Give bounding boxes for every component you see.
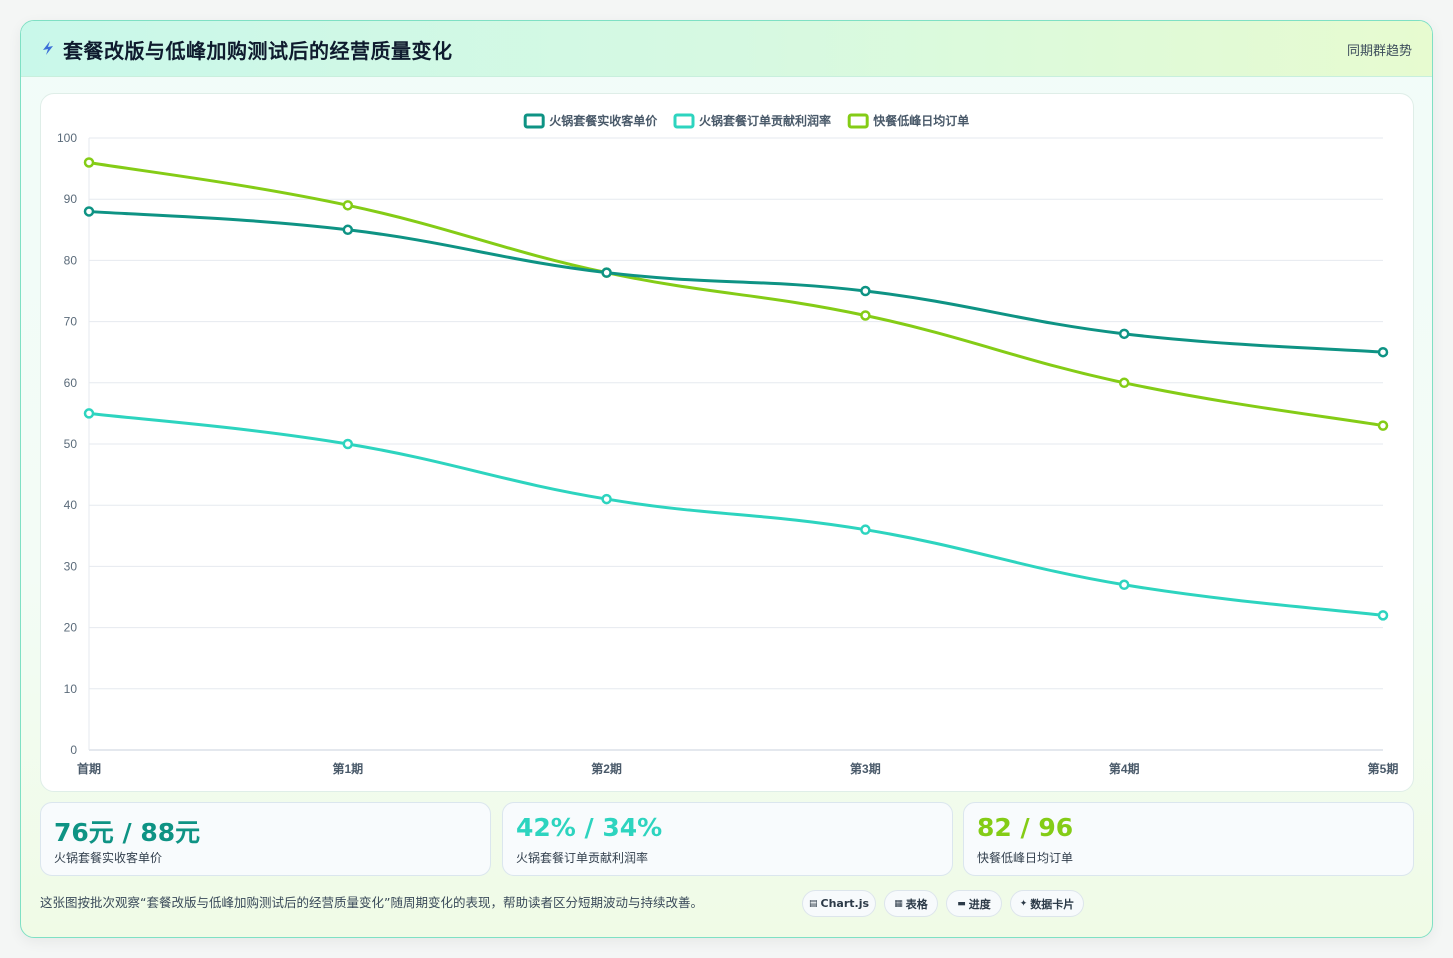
chip-progress[interactable]: ▬ 进度	[946, 890, 1002, 917]
y-tick-label: 0	[70, 743, 77, 757]
data-point	[342, 224, 354, 236]
chart-icon: ▤	[808, 898, 818, 909]
data-point	[1118, 328, 1130, 340]
data-point	[1118, 377, 1130, 389]
data-point	[83, 157, 95, 168]
data-point	[342, 438, 354, 450]
data-point	[83, 408, 95, 419]
series-line	[88, 209, 1384, 354]
data-point	[601, 493, 612, 505]
x-tick-label: 第5期	[1368, 761, 1399, 776]
data-point	[860, 310, 871, 321]
y-tick-label: 10	[64, 682, 78, 696]
progress-icon: ▬	[957, 898, 966, 909]
stat-value: 42% / 34%	[516, 813, 663, 842]
lightning-icon	[43, 41, 53, 55]
x-tick-label: 第3期	[850, 761, 881, 776]
chart-panel: 0 10 20 30 40 50 60 70 80 90 100 首期 第1期 第2期 第3期 第4期 第5期 火…	[40, 93, 1414, 792]
data-point	[1377, 610, 1389, 621]
y-tick-label: 100	[57, 131, 77, 145]
y-tick-label: 50	[64, 437, 78, 451]
stat-label: 火锅套餐实收客单价	[54, 851, 163, 865]
data-point	[83, 206, 95, 217]
series-line	[88, 161, 1384, 428]
chip-label: 数据卡片	[1030, 897, 1075, 911]
x-tick-label: 第1期	[332, 761, 363, 776]
data-point	[1118, 579, 1130, 591]
data-point	[860, 285, 871, 297]
chip-label: 表格	[905, 897, 928, 911]
line-chart: 0 10 20 30 40 50 60 70 80 90 100 首期 第1期 第2期 第3期 第4期 第5期 火…	[57, 113, 1399, 776]
legend-label: 火锅套餐实收客单价	[549, 113, 658, 128]
data-point	[342, 200, 354, 211]
chip-table[interactable]: ▦ 表格	[884, 890, 938, 917]
legend-label: 火锅套餐订单贡献利润率	[699, 113, 831, 128]
data-point	[860, 524, 871, 535]
stat-label: 火锅套餐订单贡献利润率	[516, 851, 649, 865]
cohort-trend-link[interactable]: 同期群趋势	[1346, 44, 1412, 59]
y-tick-label: 70	[64, 315, 78, 329]
stat-value: 76元 / 88元	[54, 818, 201, 847]
chip-label: Chart.js	[820, 897, 870, 910]
page-title: 套餐改版与低峰加购测试后的经营质量变化	[63, 39, 453, 63]
stat-card-avg-price: 76元 / 88元 火锅套餐实收客单价	[40, 802, 491, 876]
stat-label: 快餐低峰日均订单	[977, 851, 1074, 865]
x-tick-label: 第4期	[1109, 761, 1140, 776]
dashboard-card: 套餐改版与低峰加购测试后的经营质量变化 同期群趋势 0 10 20 30 40 50 60 7…	[20, 20, 1433, 938]
stat-card-daily-orders: 82 / 96 快餐低峰日均订单	[963, 802, 1414, 876]
y-tick-label: 90	[64, 192, 78, 206]
chip-chartjs[interactable]: ▤ Chart.js	[802, 890, 876, 917]
chart-description: 这张图按批次观察“套餐改版与低峰加购测试后的经营质量变化”随周期变化的表现，帮助…	[40, 895, 703, 910]
data-point	[1377, 420, 1389, 431]
legend-swatch	[523, 113, 545, 129]
card-header: 套餐改版与低峰加购测试后的经营质量变化 同期群趋势	[21, 21, 1432, 77]
stat-card-profit-margin: 42% / 34% 火锅套餐订单贡献利润率	[502, 802, 953, 876]
y-tick-label: 40	[64, 498, 78, 512]
chip-label: 进度	[968, 897, 991, 911]
y-tick-label: 80	[64, 253, 78, 267]
series-line	[88, 411, 1384, 617]
x-tick-label: 首期	[77, 761, 101, 776]
table-icon: ▦	[894, 898, 903, 909]
legend-label: 快餐低峰日均订单	[873, 113, 969, 128]
x-tick-label: 第2期	[591, 761, 622, 776]
data-point	[1377, 346, 1389, 358]
data-point	[601, 267, 612, 278]
y-tick-label: 60	[64, 376, 78, 390]
sparkle-icon: ✦	[1019, 898, 1028, 909]
y-tick-label: 30	[64, 559, 78, 573]
chip-data-cards[interactable]: ✦ 数据卡片	[1010, 890, 1084, 917]
legend-swatch	[847, 113, 869, 129]
y-tick-label: 20	[64, 621, 78, 635]
stat-value: 82 / 96	[977, 813, 1074, 842]
legend-swatch	[673, 113, 695, 129]
